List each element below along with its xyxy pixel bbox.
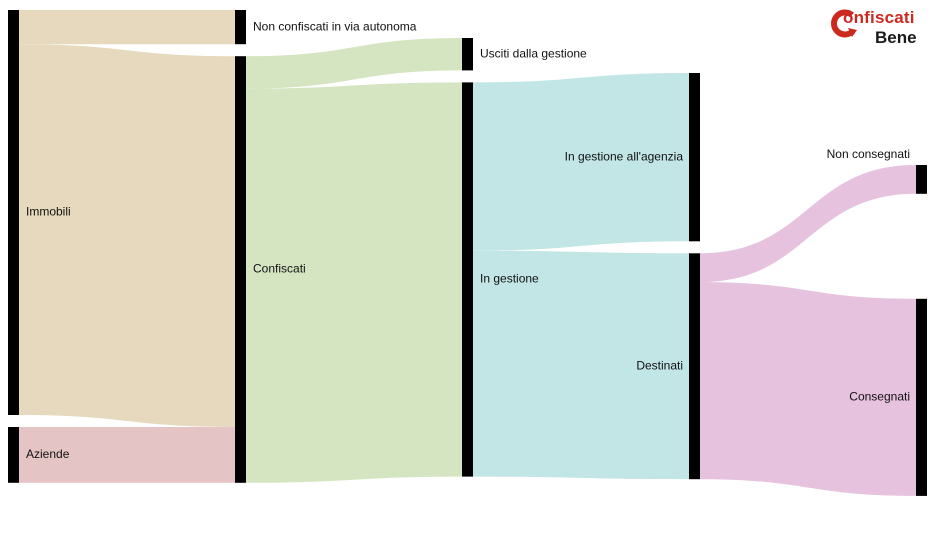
sankey-link-in_gestione-agenzia (473, 73, 689, 251)
confiscati-bene-logo: onfiscati Bene (829, 8, 929, 50)
sankey-link-destinati-non_consegnati (700, 165, 916, 283)
sankey-link-aziende-confiscati (19, 427, 235, 483)
sankey-node-in_gestione (462, 82, 473, 477)
sankey-label-consegnati: Consegnati (849, 390, 910, 404)
sankey-link-confiscati-usciti (246, 38, 462, 89)
sankey-label-non_confiscati: Non confiscati in via autonoma (253, 19, 417, 33)
logo-ring-icon (831, 9, 857, 38)
sankey-node-agenzia (689, 73, 700, 242)
logo-text-line1: onfiscati (843, 8, 915, 27)
sankey-label-usciti: Usciti dalla gestione (480, 46, 587, 60)
sankey-node-destinati (689, 253, 700, 480)
sankey-link-destinati-consegnati (700, 282, 916, 496)
sankey-node-aziende (8, 427, 19, 483)
sankey-link-in_gestione-destinati (473, 250, 689, 480)
sankey-label-non_consegnati: Non consegnati (827, 147, 910, 161)
sankey-link-immobili-non_confiscati (19, 10, 235, 45)
logo-text-line2: Bene (875, 28, 917, 47)
sankey-label-agenzia: In gestione all'agenzia (565, 149, 684, 163)
sankey-label-destinati: Destinati (636, 358, 683, 372)
sankey-node-non_confiscati (235, 10, 246, 45)
sankey-node-consegnati (916, 298, 927, 496)
sankey-node-non_consegnati (916, 165, 927, 194)
sankey-label-aziende: Aziende (26, 447, 70, 461)
sankey-node-immobili (8, 10, 19, 415)
sankey-nodes (8, 10, 927, 496)
sankey-labels: Immobili Aziende Non confiscati in via aut… (26, 19, 910, 461)
sankey-label-confiscati: Confiscati (253, 262, 306, 276)
sankey-links (19, 10, 916, 496)
sankey-label-in_gestione: In gestione (480, 272, 539, 286)
sankey-label-immobili: Immobili (26, 205, 71, 219)
sankey-link-immobili-confiscati (19, 44, 235, 427)
sankey-node-confiscati (235, 56, 246, 483)
sankey-link-confiscati-in_gestione (246, 82, 462, 483)
sankey-node-usciti (462, 38, 473, 71)
